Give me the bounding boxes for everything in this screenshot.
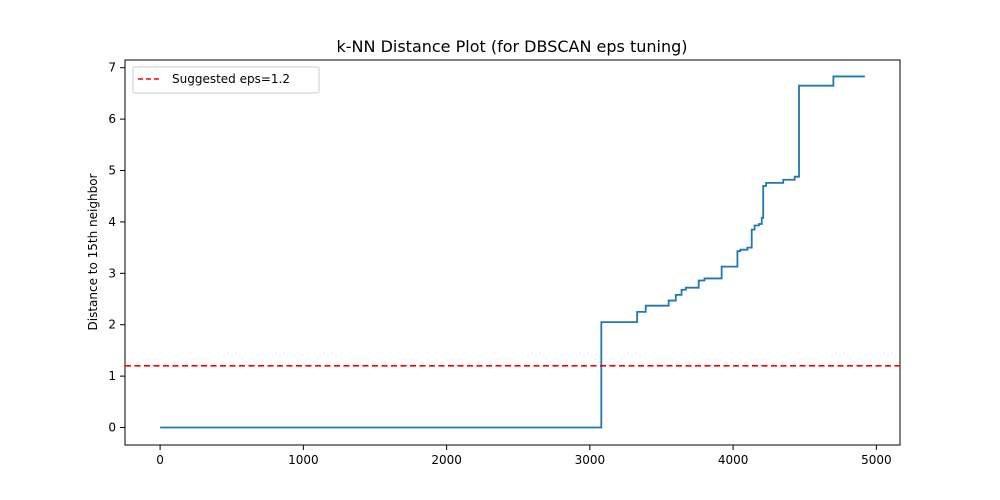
legend-entry-eps: Suggested eps=1.2 <box>172 72 290 86</box>
x-tick-label: 2000 <box>431 453 462 467</box>
x-tick-label: 3000 <box>575 453 606 467</box>
y-tick-label: 4 <box>108 215 116 229</box>
series-line-knn-distance <box>160 75 865 429</box>
y-tick-label: 7 <box>108 61 116 75</box>
legend: Suggested eps=1.2 <box>132 66 320 94</box>
y-tick-label: 5 <box>108 164 116 178</box>
y-tick-label: 3 <box>108 266 116 280</box>
y-axis-label: Distance to 15th neighbor <box>86 173 100 330</box>
y-tick-label: 0 <box>108 421 116 435</box>
y-axis: 0 1 2 3 4 5 6 7 <box>108 61 125 435</box>
x-tick-label: 1000 <box>288 453 319 467</box>
x-axis: 0 1000 2000 3000 4000 5000 <box>156 445 892 467</box>
x-tick-label: 0 <box>156 453 164 467</box>
y-tick-label: 1 <box>108 369 116 383</box>
chart-title: k-NN Distance Plot (for DBSCAN eps tunin… <box>337 37 688 56</box>
y-tick-label: 6 <box>108 112 116 126</box>
x-tick-label: 4000 <box>718 453 749 467</box>
legend-box <box>132 66 320 94</box>
x-tick-label: 5000 <box>861 453 892 467</box>
y-tick-label: 2 <box>108 318 116 332</box>
plot-area <box>124 59 901 446</box>
plot-frame <box>124 59 901 446</box>
series-layer <box>125 75 900 429</box>
